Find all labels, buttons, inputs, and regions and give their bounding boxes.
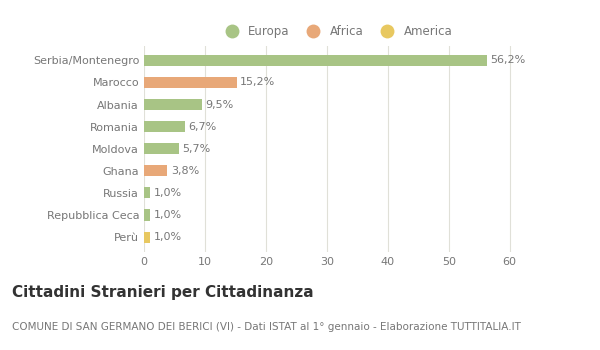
Bar — [144, 55, 487, 66]
Bar — [144, 121, 185, 132]
Bar — [144, 143, 179, 154]
Bar — [144, 165, 167, 176]
Text: 1,0%: 1,0% — [154, 232, 182, 242]
Text: 5,7%: 5,7% — [182, 144, 211, 154]
Bar — [144, 232, 150, 243]
Text: COMUNE DI SAN GERMANO DEI BERICI (VI) - Dati ISTAT al 1° gennaio - Elaborazione : COMUNE DI SAN GERMANO DEI BERICI (VI) - … — [12, 322, 521, 332]
Bar — [144, 210, 150, 221]
Text: 3,8%: 3,8% — [171, 166, 199, 176]
Text: 56,2%: 56,2% — [490, 55, 526, 65]
Legend: Europa, Africa, America: Europa, Africa, America — [215, 20, 457, 43]
Text: 1,0%: 1,0% — [154, 210, 182, 220]
Text: 9,5%: 9,5% — [206, 100, 234, 110]
Bar — [144, 187, 150, 198]
Bar — [144, 99, 202, 110]
Text: 6,7%: 6,7% — [188, 122, 217, 132]
Text: 1,0%: 1,0% — [154, 188, 182, 198]
Bar — [144, 77, 236, 88]
Text: 15,2%: 15,2% — [241, 77, 275, 88]
Text: Cittadini Stranieri per Cittadinanza: Cittadini Stranieri per Cittadinanza — [12, 285, 314, 300]
